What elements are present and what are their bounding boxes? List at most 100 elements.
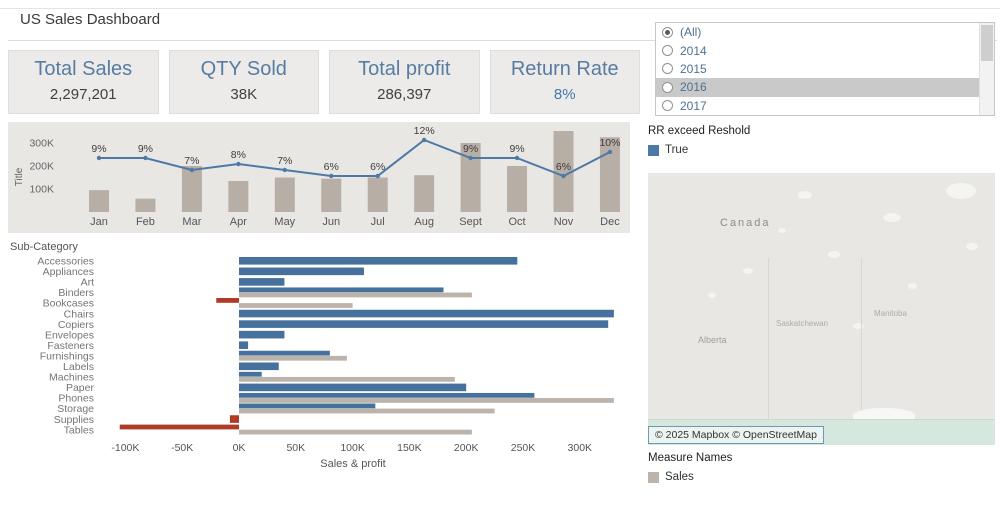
measure-names-legend: Measure Names Sales (648, 452, 732, 483)
month-label-Aug: Aug (414, 216, 434, 228)
measure-legend-title: Measure Names (648, 452, 733, 464)
bar-primary-supplies[interactable] (229, 415, 239, 423)
return-rate-line[interactable] (99, 138, 611, 178)
bar-primary-copiers[interactable] (239, 320, 609, 328)
month-bar-Jun[interactable] (321, 178, 342, 212)
bar-sales-storage[interactable] (239, 408, 495, 414)
return-rate-point-Apr[interactable] (236, 161, 241, 167)
scrollbar-thumb[interactable] (981, 25, 993, 61)
bar-sales-tables[interactable] (239, 429, 472, 435)
category-label-supplies: Supplies (54, 414, 94, 426)
measure-legend-item-sales[interactable]: Sales (648, 471, 732, 483)
sales-color-swatch (648, 471, 659, 483)
year-option-2017[interactable]: 2017 (656, 97, 979, 115)
bar-primary-storage[interactable] (239, 403, 376, 409)
month-bar-Dec[interactable] (599, 137, 620, 212)
bar-primary-binders[interactable] (239, 287, 444, 293)
category-label-labels: Labels (63, 361, 94, 373)
monthly-y-axis-title: Title (14, 167, 25, 186)
lake-shape (883, 213, 901, 222)
title-divider (8, 40, 997, 41)
month-bar-Mar[interactable] (181, 166, 202, 212)
month-bar-May[interactable] (274, 177, 295, 213)
top-divider (0, 8, 1000, 9)
lake-shape (743, 268, 753, 274)
map[interactable]: Canada Alberta Saskatchewan Manitoba © 2… (648, 173, 995, 445)
bar-primary-paper[interactable] (239, 383, 467, 392)
bar-primary-envelopes[interactable] (239, 330, 285, 339)
return-rate-point-Nov[interactable] (561, 173, 566, 179)
return-rate-label-Sept: 9% (463, 143, 478, 155)
year-option-2016[interactable]: 2016 (656, 78, 979, 97)
bar-primary-machines[interactable] (239, 371, 262, 377)
month-label-Dec: Dec (600, 216, 620, 228)
radio-icon[interactable] (662, 81, 673, 93)
bar-sales-machines[interactable] (239, 376, 455, 382)
month-bar-Feb[interactable] (135, 198, 156, 212)
return-rate-label-Aug: 12% (414, 125, 435, 137)
bar-primary-appliances[interactable] (239, 267, 364, 276)
month-bar-Jul[interactable] (367, 177, 388, 213)
category-label-art: Art (81, 277, 95, 289)
year-option-label: 2015 (680, 61, 707, 76)
return-rate-point-May[interactable] (282, 167, 287, 173)
bar-sales-bookcases[interactable] (239, 303, 353, 308)
rr-threshold-legend: RR exceed Reshold True (648, 125, 750, 156)
return-rate-point-Sept[interactable] (468, 155, 473, 161)
bar-primary-accessories[interactable] (239, 257, 518, 265)
year-option-2015[interactable]: 2015 (656, 60, 979, 78)
year-option-2014[interactable]: 2014 (656, 41, 979, 59)
rr-legend-item-true[interactable]: True (648, 144, 750, 156)
return-rate-point-Feb[interactable] (143, 155, 148, 161)
bar-sales-phones[interactable] (239, 398, 614, 403)
monthly-chart-svg: Title 100K 200K 300K Jan Feb Mar Apr May Jun Jul Au… (14, 125, 620, 228)
return-rate-point-Mar[interactable] (189, 167, 195, 173)
return-rate-point-Jun[interactable] (329, 173, 334, 179)
true-color-swatch (648, 144, 659, 156)
subcategory-x-axis-title: Sales & profit (320, 458, 385, 470)
radio-icon[interactable] (662, 45, 673, 57)
month-bar-Oct[interactable] (507, 166, 528, 212)
return-rate-point-Aug[interactable] (421, 137, 427, 143)
bar-sales-furnishings[interactable] (239, 355, 347, 361)
bar-primary-tables[interactable] (119, 424, 239, 430)
x-tick-150K: 150K (397, 442, 422, 454)
category-label-copiers: Copiers (58, 319, 94, 331)
return-rate-point-Dec[interactable] (607, 149, 613, 155)
measure-legend-item-label: Sales (665, 471, 694, 483)
bar-primary-furnishings[interactable] (239, 350, 330, 356)
x-tick--100K: -100K (111, 442, 139, 454)
bar-primary-phones[interactable] (239, 392, 535, 398)
return-rate-point-Oct[interactable] (514, 155, 520, 161)
kpi-card-return-rate: Return Rate 8% (489, 50, 640, 114)
year-option-label: (All) (680, 25, 702, 40)
radio-icon[interactable] (662, 100, 673, 112)
lake-shape (708, 293, 716, 298)
year-option-all[interactable]: (All) (656, 23, 979, 41)
bar-sales-binders[interactable] (239, 292, 472, 298)
year-option-label: 2014 (680, 43, 707, 58)
monthly-sales-chart: Title 100K 200K 300K Jan Feb Mar Apr May Jun Jul Au… (8, 122, 630, 233)
map-attribution[interactable]: © 2025 Mapbox © OpenStreetMap (648, 426, 824, 444)
bar-primary-fasteners[interactable] (239, 341, 249, 349)
subcategory-axis-title: Sub-Category (10, 241, 78, 253)
return-rate-label-Jun: 6% (324, 161, 339, 173)
month-label-Nov: Nov (554, 216, 574, 228)
month-bar-Sept[interactable] (460, 143, 481, 212)
bar-primary-art[interactable] (239, 278, 285, 286)
return-rate-point-Jul[interactable] (375, 173, 380, 179)
return-rate-point-Jan[interactable] (96, 155, 102, 161)
month-bar-Aug[interactable] (414, 175, 435, 212)
month-bar-Jan[interactable] (89, 190, 109, 212)
radio-icon[interactable] (662, 63, 673, 75)
bar-primary-bookcases[interactable] (216, 298, 239, 303)
bar-primary-chairs[interactable] (239, 309, 614, 318)
month-bar-Nov[interactable] (553, 131, 574, 212)
month-bar-Apr[interactable] (228, 180, 249, 212)
radio-icon[interactable] (662, 26, 673, 38)
map-label-saskatchewan: Saskatchewan (776, 319, 829, 328)
year-filter-scrollbar[interactable] (979, 23, 994, 115)
bar-primary-labels[interactable] (239, 362, 279, 371)
lake-shape (778, 228, 786, 233)
y-tick-100K: 100K (29, 184, 54, 196)
